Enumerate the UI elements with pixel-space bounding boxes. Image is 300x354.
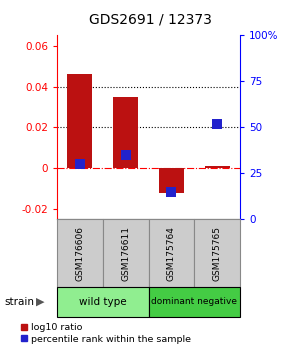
Bar bbox=[148, 287, 240, 317]
Bar bbox=[148, 219, 194, 287]
Text: GSM176606: GSM176606 bbox=[75, 225, 84, 281]
Text: wild type: wild type bbox=[79, 297, 127, 307]
Point bbox=[123, 152, 128, 158]
Point bbox=[169, 189, 174, 195]
Bar bbox=[194, 219, 240, 287]
Text: strain: strain bbox=[4, 297, 34, 307]
Bar bbox=[57, 219, 103, 287]
Text: GSM175765: GSM175765 bbox=[213, 225, 222, 281]
Bar bbox=[205, 166, 230, 169]
Point bbox=[77, 161, 82, 167]
Text: ▶: ▶ bbox=[36, 297, 45, 307]
Text: GSM176611: GSM176611 bbox=[121, 225, 130, 281]
Bar bbox=[159, 169, 184, 193]
Bar bbox=[57, 287, 148, 317]
Text: GDS2691 / 12373: GDS2691 / 12373 bbox=[88, 12, 212, 27]
Bar bbox=[67, 74, 92, 169]
Text: dominant negative: dominant negative bbox=[151, 297, 237, 306]
Text: GSM175764: GSM175764 bbox=[167, 225, 176, 281]
Bar bbox=[113, 97, 138, 169]
Point bbox=[215, 121, 220, 127]
Bar bbox=[103, 219, 148, 287]
Legend: log10 ratio, percentile rank within the sample: log10 ratio, percentile rank within the … bbox=[20, 323, 191, 344]
